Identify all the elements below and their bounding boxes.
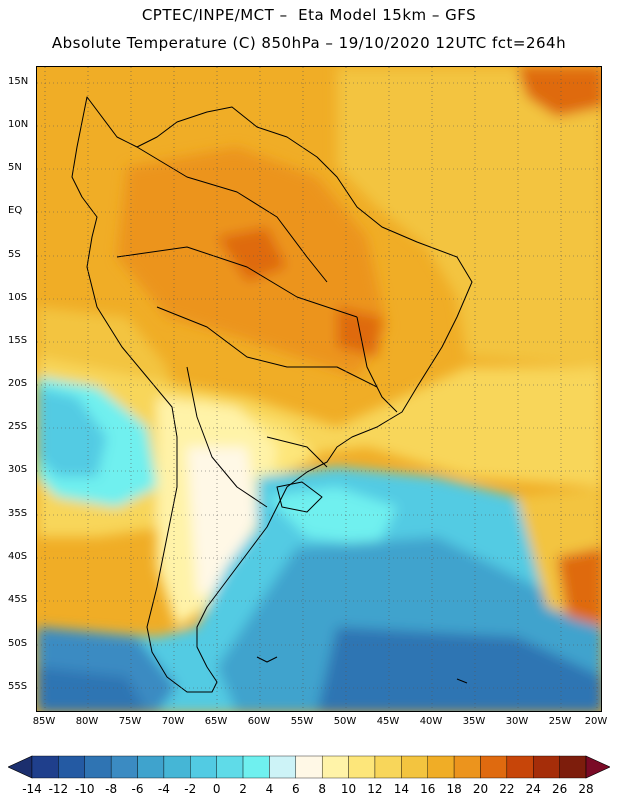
- color-bar-swatch: [427, 755, 455, 779]
- color-bar-swatch: [242, 755, 270, 779]
- lat-label: 55S: [8, 681, 28, 692]
- lon-label: 80W: [75, 716, 99, 727]
- color-bar-label: 16: [420, 782, 436, 796]
- lat-label: 15N: [8, 76, 29, 87]
- title-line-2: Absolute Temperature (C) 850hPa – 19/10/…: [51, 34, 567, 52]
- map-canvas: [37, 67, 601, 711]
- lat-label: 15S: [8, 335, 28, 346]
- lat-label: 40S: [8, 551, 28, 562]
- south-america-coast: [71, 96, 473, 693]
- color-bar-label: -10: [74, 782, 95, 796]
- color-bar-label: -2: [184, 782, 197, 796]
- color-bar-swatch: [401, 755, 428, 779]
- border-bolivia: [156, 306, 378, 388]
- field-deep-blue-2: [317, 627, 601, 711]
- lat-label: EQ: [8, 205, 23, 216]
- color-bar: [8, 755, 610, 779]
- lon-label: 85W: [32, 716, 56, 727]
- color-bar-label: -8: [105, 782, 118, 796]
- color-bar-swatch: [506, 755, 534, 779]
- lat-label: 45S: [8, 594, 28, 605]
- field-sw-darker: [37, 667, 146, 711]
- field-plata-cyan: [267, 487, 397, 547]
- color-bar-label: -14: [22, 782, 42, 796]
- lon-label: 60W: [247, 716, 271, 727]
- color-bar-label: 10: [340, 782, 357, 796]
- color-bar-swatch: [216, 755, 244, 779]
- border-argentina: [186, 366, 268, 508]
- color-bar-label: 12: [367, 782, 383, 796]
- color-bar-label: 24: [525, 782, 541, 796]
- lat-label: 10S: [8, 292, 28, 303]
- lat-label: 30S: [8, 464, 28, 475]
- lon-label: 75W: [118, 716, 142, 727]
- color-bar-overflow: [585, 755, 610, 779]
- uruguay-outline: [276, 481, 323, 513]
- color-bar-label: -6: [131, 782, 144, 796]
- color-bar-swatch: [31, 755, 59, 779]
- field-atlantic-north: [337, 67, 601, 367]
- color-bar-swatch: [321, 755, 349, 779]
- color-bar-swatch: [374, 755, 402, 779]
- falklands: [256, 656, 278, 663]
- lat-label: 50S: [8, 638, 28, 649]
- south-georgia: [456, 678, 468, 684]
- border-north: [136, 146, 328, 283]
- lon-label: 20W: [584, 716, 608, 727]
- lat-label: 5S: [8, 249, 21, 260]
- color-bar-label: 14: [393, 782, 409, 796]
- color-bar-label: 8: [318, 782, 326, 796]
- color-bar-swatch: [137, 755, 165, 779]
- color-bar-swatch: [110, 755, 138, 779]
- field-pacific-cooler: [37, 387, 107, 477]
- lat-label: 20S: [8, 378, 28, 389]
- color-bar-swatch: [190, 755, 217, 779]
- lon-label: 50W: [333, 716, 357, 727]
- field-hot-spot-1: [217, 227, 287, 282]
- color-bar-label: 2: [239, 782, 247, 796]
- color-bar-swatch: [348, 755, 376, 779]
- border-paraguay: [266, 436, 328, 468]
- color-bar-label: 26: [551, 782, 568, 796]
- lat-label: 5N: [8, 162, 22, 173]
- color-bar-swatch: [269, 755, 297, 779]
- lon-label: 45W: [376, 716, 400, 727]
- title-line-1: CPTEC/INPE/MCT – Eta Model 15km – GFS: [141, 6, 477, 24]
- color-bar-swatch: [58, 755, 85, 779]
- color-bar-label: 20: [472, 782, 489, 796]
- color-bar-label: 22: [499, 782, 515, 796]
- color-bar-label: 18: [446, 782, 462, 796]
- color-bar-swatch: [453, 755, 481, 779]
- color-bar-swatch: [533, 755, 560, 779]
- field-hot-ne: [517, 67, 601, 117]
- color-bar-label: 4: [265, 782, 274, 796]
- lat-label: 35S: [8, 508, 28, 519]
- border-amazon: [116, 246, 358, 318]
- field-se-hot: [557, 547, 601, 627]
- color-bar-swatch: [559, 755, 587, 779]
- color-bar-swatch: [480, 755, 508, 779]
- lon-label: 25W: [548, 716, 572, 727]
- color-bar-label: -4: [157, 782, 170, 796]
- color-bar-swatch: [84, 755, 112, 779]
- color-bar-underflow: [8, 755, 33, 779]
- lon-label: 40W: [419, 716, 443, 727]
- lon-label: 70W: [161, 716, 185, 727]
- color-bar-label: -12: [48, 782, 69, 796]
- temperature-map: [36, 66, 602, 712]
- color-bar-swatch: [163, 755, 191, 779]
- lon-label: 65W: [204, 716, 228, 727]
- color-bar-swatch: [295, 755, 323, 779]
- lon-label: 35W: [462, 716, 486, 727]
- lon-label: 30W: [505, 716, 529, 727]
- color-bar-label: 6: [291, 782, 300, 796]
- lat-label: 10N: [8, 119, 29, 130]
- field-argentina-cream: [187, 447, 257, 597]
- lon-label: 55W: [290, 716, 314, 727]
- lat-label: 25S: [8, 421, 28, 432]
- color-bar-label: 28: [578, 782, 594, 796]
- color-bar-label: 0: [212, 782, 221, 796]
